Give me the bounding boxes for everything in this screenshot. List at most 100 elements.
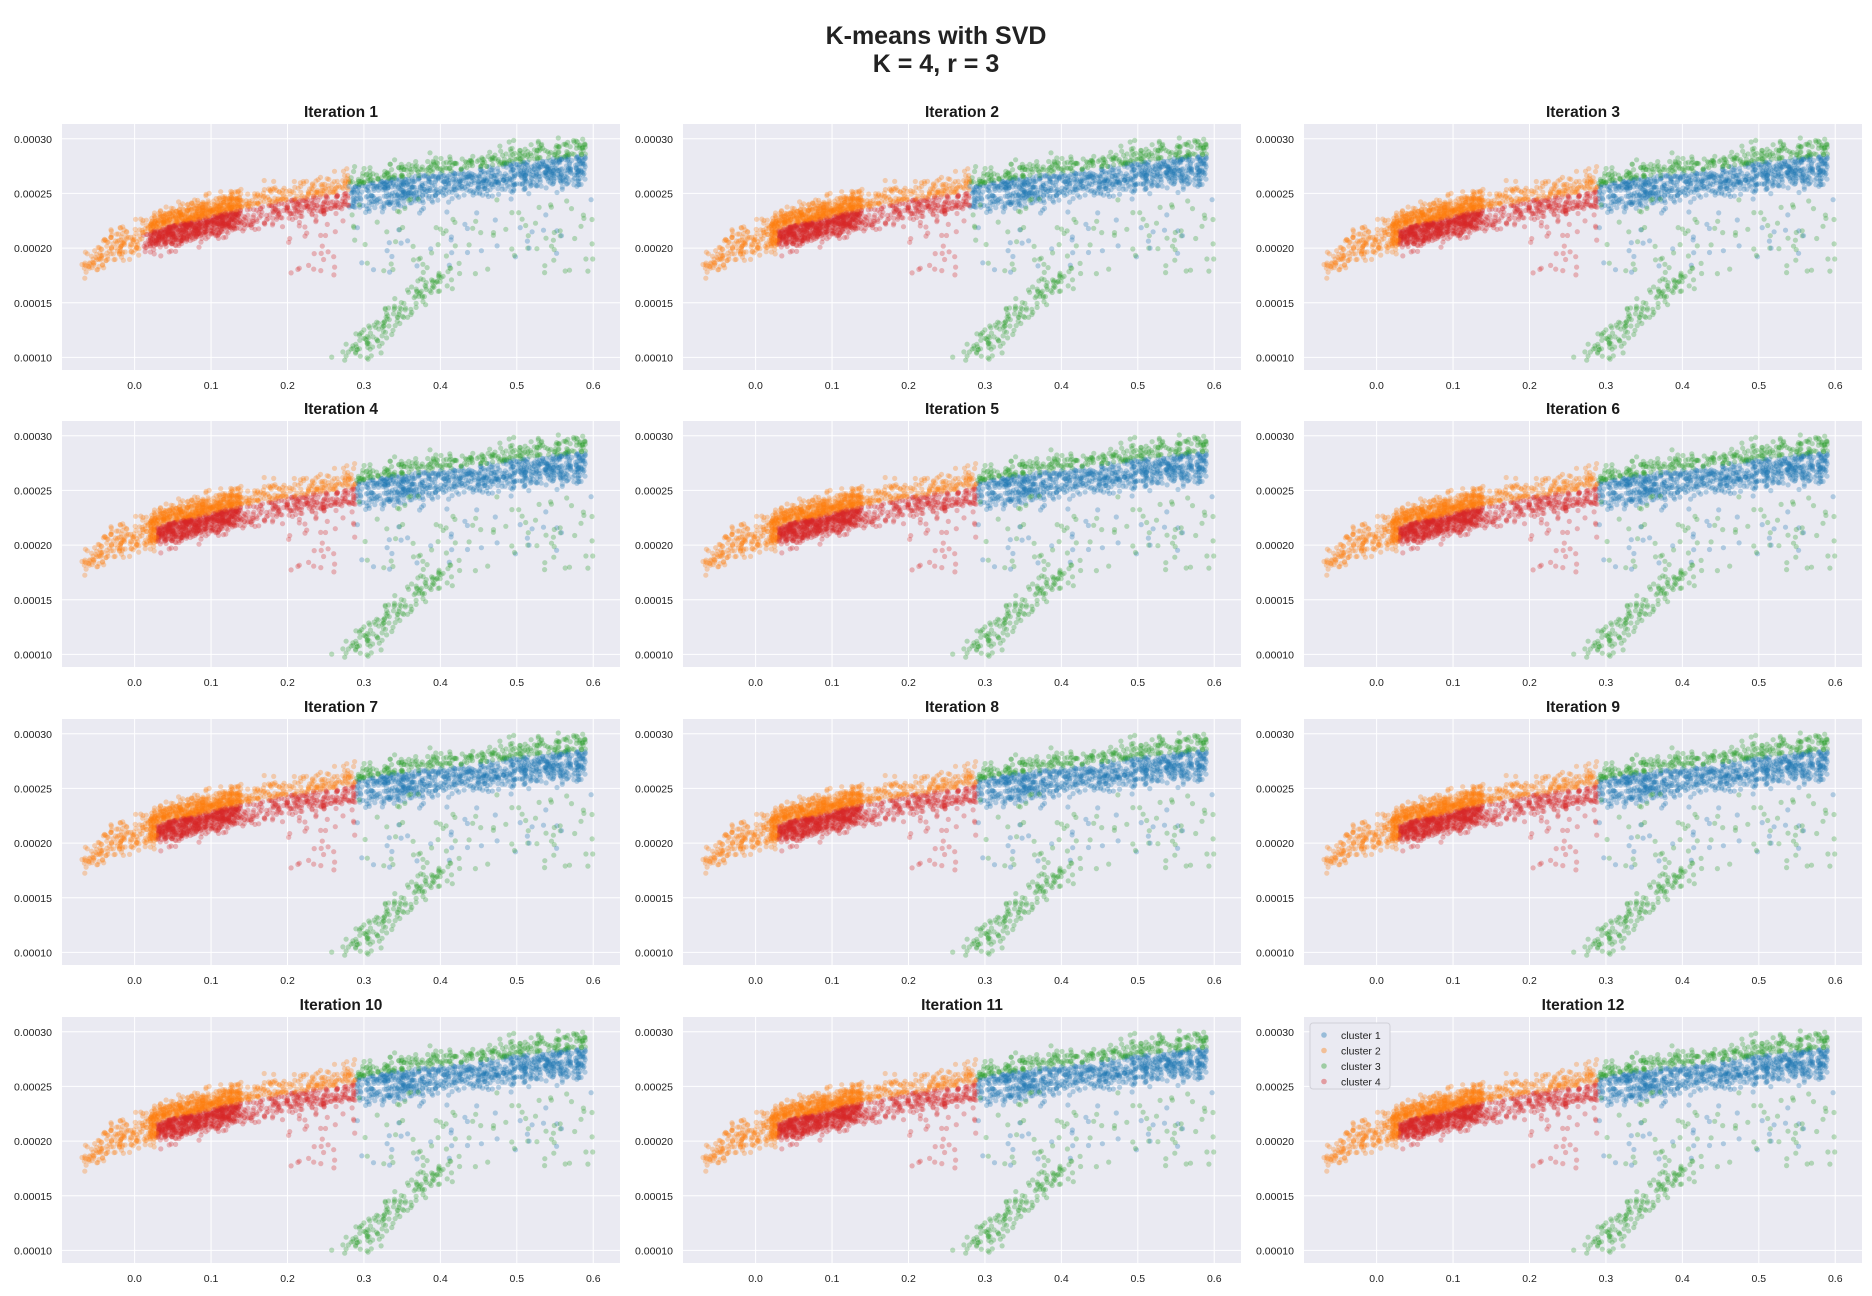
data-point-cluster-3 [450, 286, 455, 291]
data-point-cluster-1 [371, 267, 376, 272]
data-point-cluster-1 [520, 181, 525, 186]
data-point-cluster-2 [340, 178, 345, 183]
data-point-cluster-4 [287, 216, 292, 221]
data-point-cluster-3 [1008, 162, 1013, 167]
data-point-cluster-1 [551, 179, 556, 184]
data-point-cluster-2 [281, 196, 286, 201]
data-point-cluster-1 [366, 185, 371, 190]
data-point-cluster-1 [499, 183, 504, 188]
data-point-cluster-3 [411, 244, 416, 249]
data-point-cluster-3 [369, 353, 374, 358]
data-point-cluster-3 [488, 157, 493, 162]
data-point-cluster-1 [508, 189, 513, 194]
data-point-cluster-3 [435, 166, 440, 171]
data-point-cluster-1 [440, 190, 445, 195]
data-point-cluster-4 [321, 257, 326, 262]
data-point-cluster-2 [730, 229, 735, 234]
data-point-cluster-1 [444, 179, 449, 184]
data-point-cluster-1 [526, 191, 531, 196]
data-point-cluster-2 [136, 253, 141, 258]
data-point-cluster-4 [324, 193, 329, 198]
data-point-cluster-3 [429, 250, 434, 255]
x-tick-label: 0.0 [127, 380, 142, 392]
data-point-cluster-1 [506, 184, 511, 189]
data-point-cluster-3 [534, 246, 539, 251]
data-point-cluster-1 [460, 178, 465, 183]
data-point-cluster-3 [357, 202, 362, 207]
data-point-cluster-2 [764, 229, 769, 234]
y-tick-label: 0.00030 [14, 134, 52, 146]
data-point-cluster-2 [89, 254, 94, 259]
data-point-cluster-2 [109, 229, 114, 234]
data-point-cluster-1 [490, 171, 495, 176]
data-point-cluster-3 [401, 301, 406, 306]
data-point-cluster-2 [961, 178, 966, 183]
data-point-cluster-3 [441, 161, 446, 166]
data-point-cluster-2 [214, 196, 219, 201]
data-point-cluster-3 [553, 150, 558, 155]
data-point-cluster-1 [518, 225, 523, 230]
data-point-cluster-2 [866, 192, 871, 197]
data-point-cluster-2 [143, 229, 148, 234]
data-point-cluster-3 [353, 331, 358, 336]
data-point-cluster-1 [582, 167, 587, 172]
data-point-cluster-3 [362, 166, 367, 171]
data-point-cluster-3 [392, 296, 397, 301]
x-tick-label: 0.6 [586, 380, 601, 392]
data-point-cluster-1 [560, 185, 565, 190]
data-point-cluster-2 [237, 195, 242, 200]
data-point-cluster-3 [409, 284, 414, 289]
data-point-cluster-1 [465, 250, 470, 255]
data-point-cluster-4 [230, 215, 235, 220]
data-point-cluster-3 [547, 151, 552, 156]
data-point-cluster-1 [1126, 173, 1131, 178]
data-point-cluster-4 [306, 263, 311, 268]
data-point-cluster-2 [126, 235, 131, 240]
data-point-cluster-2 [119, 255, 124, 260]
data-point-cluster-3 [542, 148, 547, 153]
data-point-cluster-3 [452, 220, 457, 225]
data-point-cluster-3 [580, 137, 585, 142]
data-point-cluster-2 [111, 257, 116, 262]
data-point-cluster-3 [431, 285, 436, 290]
data-point-cluster-4 [236, 211, 241, 216]
data-point-cluster-3 [511, 138, 516, 143]
data-point-cluster-3 [581, 213, 586, 218]
data-point-cluster-1 [414, 263, 419, 268]
data-point-cluster-1 [474, 210, 479, 215]
data-point-cluster-4 [206, 225, 211, 230]
data-point-cluster-1 [461, 172, 466, 177]
data-point-cluster-3 [393, 239, 398, 244]
data-point-cluster-3 [425, 159, 430, 164]
data-point-cluster-1 [554, 190, 559, 195]
data-point-cluster-2 [133, 243, 138, 248]
data-point-cluster-3 [1048, 150, 1053, 155]
data-point-cluster-1 [435, 198, 440, 203]
data-point-cluster-3 [473, 219, 478, 224]
data-point-cluster-3 [543, 236, 548, 241]
data-point-cluster-1 [496, 192, 501, 197]
data-point-cluster-4 [333, 229, 338, 234]
data-point-cluster-3 [556, 135, 561, 140]
data-point-cluster-2 [931, 182, 936, 187]
data-point-cluster-2 [721, 263, 726, 268]
data-point-cluster-2 [221, 198, 226, 203]
data-point-cluster-1 [589, 197, 594, 202]
data-point-cluster-4 [167, 249, 172, 254]
data-point-cluster-1 [389, 254, 394, 259]
data-point-cluster-3 [577, 145, 582, 150]
data-point-cluster-4 [326, 249, 331, 254]
data-point-cluster-2 [99, 247, 104, 252]
data-point-cluster-2 [703, 276, 708, 281]
data-point-cluster-3 [422, 294, 427, 299]
data-point-cluster-1 [369, 202, 374, 207]
data-point-cluster-4 [270, 221, 275, 226]
data-point-cluster-3 [1132, 138, 1137, 143]
data-point-cluster-3 [1189, 144, 1194, 149]
data-point-cluster-1 [565, 176, 570, 181]
data-point-cluster-4 [302, 224, 307, 229]
data-point-cluster-3 [399, 173, 404, 178]
data-point-cluster-4 [173, 249, 178, 254]
data-point-cluster-3 [365, 261, 370, 266]
data-point-cluster-3 [1027, 173, 1032, 178]
